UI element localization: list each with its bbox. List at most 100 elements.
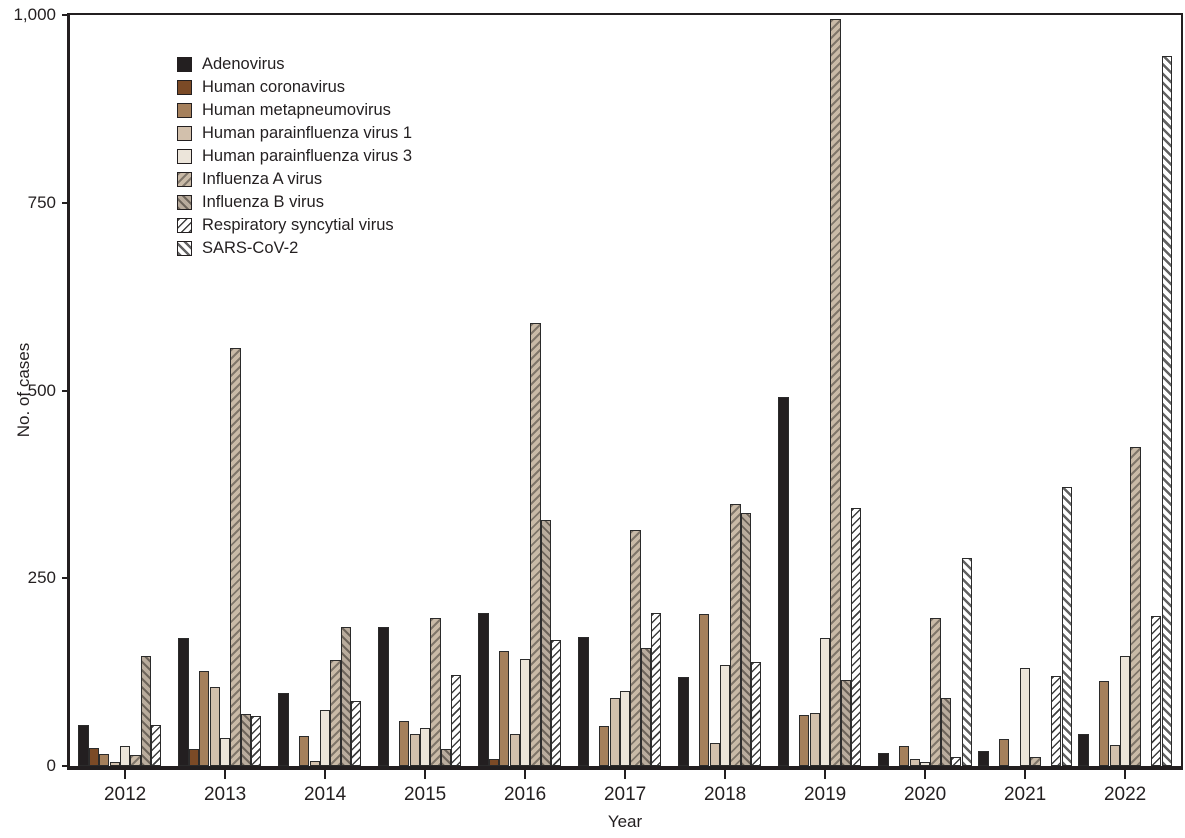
legend-label: Influenza A virus [202, 169, 323, 188]
bar-human-metapneumovirus-2013 [199, 671, 210, 766]
bar-human-parainfluenza-virus-3-2016 [519, 659, 531, 766]
bar-human-parainfluenza-virus-1-2017 [609, 697, 620, 766]
bar-influenza-a-virus-2015 [430, 618, 441, 766]
x-axis-tick-label: 2013 [203, 784, 247, 805]
legend-label: Adenovirus [202, 54, 285, 73]
legend-label: Influenza B virus [202, 192, 324, 211]
y-axis-tick [62, 577, 70, 580]
bar-adenovirus-2018 [678, 676, 689, 766]
y-axis-tick-label: 1,000 [13, 5, 56, 24]
plot-area [67, 13, 1183, 770]
bar-influenza-a-virus-2021 [1030, 757, 1041, 766]
bar-influenza-b-virus-2019 [840, 679, 852, 766]
bar-adenovirus-2016 [478, 612, 489, 766]
x-axis-tick [824, 770, 827, 779]
bar-respiratory-syncytial-virus-2018 [751, 662, 762, 766]
x-axis-tick-label: 2014 [303, 784, 347, 805]
bar-adenovirus-2014 [278, 693, 289, 766]
bar-respiratory-syncytial-virus-2017 [651, 612, 662, 766]
bar-adenovirus-2021 [978, 750, 989, 766]
bar-adenovirus-2013 [178, 638, 189, 766]
bar-human-parainfluenza-virus-3-2013 [219, 738, 231, 766]
bar-adenovirus-2022 [1078, 734, 1089, 766]
bar-human-metapneumovirus-2018 [699, 614, 710, 766]
bar-human-parainfluenza-virus-1-2016 [509, 733, 520, 766]
bar-respiratory-syncytial-virus-2013 [251, 715, 262, 766]
y-axis-tick [62, 389, 70, 392]
legend-item: Adenovirus [177, 54, 412, 73]
bar-influenza-a-virus-2016 [530, 322, 541, 766]
x-axis-tick [124, 770, 127, 779]
bar-adenovirus-2017 [578, 636, 589, 766]
legend-swatch-icon [177, 102, 192, 118]
bar-respiratory-syncytial-virus-2019 [851, 507, 862, 766]
bar-human-metapneumovirus-2022 [1099, 681, 1110, 766]
bar-human-metapneumovirus-2012 [99, 753, 110, 766]
bar-influenza-b-virus-2017 [640, 648, 652, 766]
y-axis-tick-label: 500 [27, 380, 56, 400]
y-axis-tick-label: 250 [27, 568, 56, 588]
legend-swatch-icon [177, 56, 192, 72]
bar-human-metapneumovirus-2020 [899, 746, 910, 766]
bar-human-coronavirus-2013 [188, 748, 200, 766]
bar-influenza-a-virus-2017 [630, 530, 641, 766]
legend-item: Human parainfluenza virus 1 [177, 123, 413, 142]
bar-human-parainfluenza-virus-1-2018 [709, 743, 720, 766]
legend-swatch-icon [177, 240, 192, 256]
bar-respiratory-syncytial-virus-2022 [1151, 615, 1162, 766]
bar-influenza-b-virus-2012 [140, 655, 152, 766]
y-axis-tick [62, 14, 70, 16]
x-axis-title: Year [607, 812, 643, 831]
bar-human-parainfluenza-virus-3-2018 [719, 664, 731, 766]
bar-human-metapneumovirus-2015 [399, 720, 410, 766]
bar-influenza-b-virus-2016 [540, 519, 552, 766]
x-axis-tick-label: 2021 [1003, 784, 1047, 805]
y-axis-tick [62, 765, 70, 767]
bar-human-parainfluenza-virus-1-2014 [309, 760, 320, 766]
x-axis-tick [924, 770, 927, 779]
legend-label: Human coronavirus [202, 77, 346, 96]
legend-swatch-icon [177, 125, 192, 141]
legend-item: Human parainfluenza virus 3 [177, 146, 413, 165]
bar-influenza-a-virus-2012 [130, 754, 141, 766]
bar-human-parainfluenza-virus-3-2019 [819, 637, 831, 766]
bar-human-parainfluenza-virus-1-2020 [909, 759, 920, 766]
legend-label: Human parainfluenza virus 1 [202, 123, 413, 142]
x-axis-tick-label: 2020 [903, 784, 947, 805]
bar-sars-cov-2-2022 [1161, 56, 1172, 766]
legend-swatch-icon [177, 217, 192, 233]
bar-sars-cov-2-2020 [961, 557, 972, 766]
bar-human-parainfluenza-virus-3-2021 [1019, 668, 1031, 766]
bar-human-metapneumovirus-2017 [599, 726, 610, 766]
bar-human-metapneumovirus-2021 [999, 738, 1010, 766]
x-axis-tick-label: 2018 [703, 784, 747, 805]
x-axis-tick-label: 2015 [403, 784, 447, 805]
bar-influenza-b-virus-2018 [740, 512, 752, 766]
bar-adenovirus-2019 [778, 396, 789, 766]
legend-item: Respiratory syncytial virus [177, 216, 412, 234]
bar-respiratory-syncytial-virus-2020 [951, 757, 962, 766]
bar-influenza-b-virus-2013 [240, 714, 252, 766]
legend-item: Human coronavirus [177, 77, 412, 96]
bar-adenovirus-2020 [878, 753, 889, 766]
y-axis-tick-label: 0 [46, 756, 56, 775]
bar-human-parainfluenza-virus-3-2020 [919, 761, 931, 766]
legend-swatch-icon [177, 171, 192, 187]
bar-respiratory-syncytial-virus-2016 [551, 639, 562, 766]
bar-influenza-a-virus-2018 [730, 503, 741, 766]
legend-item: Influenza B virus [177, 192, 412, 211]
bar-influenza-b-virus-2014 [340, 627, 352, 766]
legend-swatch-icon [177, 148, 192, 164]
legend-label: Human parainfluenza virus 3 [202, 146, 413, 165]
bar-respiratory-syncytial-virus-2015 [451, 675, 462, 766]
legend-label: SARS-CoV-2 [202, 238, 299, 257]
plot-bars-container [70, 15, 1181, 766]
legend: Adenovirus Human coronavirus Human metapne… [177, 54, 413, 263]
bar-influenza-a-virus-2020 [930, 618, 941, 766]
bar-human-parainfluenza-virus-1-2012 [109, 762, 120, 766]
bar-human-parainfluenza-virus-3-2012 [119, 745, 131, 766]
legend-item: Human metapneumovirus [177, 101, 412, 119]
x-axis-tick-label: 2012 [103, 784, 147, 805]
bar-influenza-b-virus-2015 [440, 748, 452, 766]
